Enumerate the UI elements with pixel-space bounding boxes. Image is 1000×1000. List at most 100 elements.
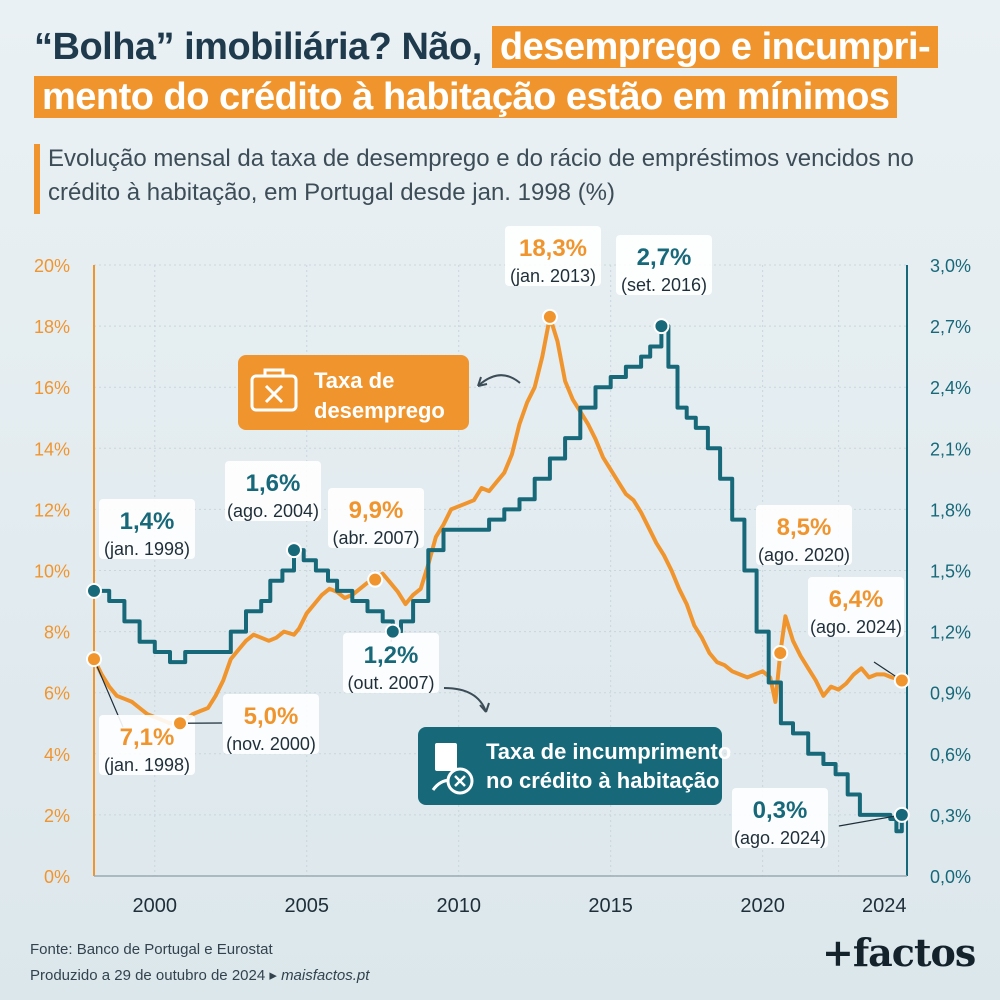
annotation-value: 9,9%: [349, 497, 404, 524]
x-axis-tick: 2005: [284, 895, 329, 917]
annotation-date: (ago. 2004): [227, 501, 319, 521]
footer-source: Fonte: Banco de Portugal e Eurostat Prod…: [30, 937, 369, 989]
right-axis-tick: 2,4%: [930, 378, 971, 398]
left-axis-tick: 14%: [34, 439, 70, 459]
annotation-bg: [505, 226, 601, 286]
briefcase-icon: [250, 368, 298, 412]
annotation-point: [172, 715, 189, 732]
title-highlight-2: mento do crédito à habitação estão em mí…: [34, 76, 898, 118]
house-default-icon: [431, 743, 474, 795]
annotation-point: [653, 318, 670, 335]
annotation-bg: [328, 488, 424, 548]
produced-line: Produzido a 29 de outubro de 2024 ▸ mais…: [30, 963, 369, 989]
right-axis-tick: 0,9%: [930, 684, 971, 704]
annotation-point: [86, 651, 102, 668]
annotation-date: (jan. 2013): [510, 266, 596, 286]
annotation-date: (abr. 2007): [332, 528, 419, 548]
left-axis-tick: 2%: [44, 806, 70, 826]
left-axis-tick: 0%: [44, 867, 70, 887]
left-axis-tick: 8%: [44, 623, 70, 643]
annotation-date: (jan. 1998): [104, 755, 190, 775]
title-highlight-1: desemprego e incumpri-: [491, 26, 939, 68]
right-axis-tick: 2,1%: [930, 439, 971, 459]
default-rate-line: [92, 324, 904, 834]
annotation-date: (ago. 2024): [734, 828, 826, 848]
briefcase-icon-body: [250, 374, 298, 412]
annotation-date: (set. 2016): [621, 275, 707, 295]
x-axis-tick: 2000: [133, 895, 178, 917]
annotation-value: 6,4%: [829, 586, 884, 613]
right-axis-tick: 2,7%: [930, 317, 971, 337]
document-icon: [435, 743, 457, 771]
legend-default-label: no crédito à habitação: [486, 768, 720, 793]
site-link[interactable]: maisfactos.pt: [281, 967, 370, 984]
annotation-point: [893, 672, 910, 689]
annotation-date: (ago. 2020): [758, 545, 850, 565]
right-axis-tick: 0,6%: [930, 745, 971, 765]
annotation-value: 0,3%: [753, 797, 808, 824]
annotation-leader: [838, 814, 902, 827]
annotation-point: [384, 623, 401, 640]
left-axis-tick: 16%: [34, 378, 70, 398]
right-axis-tick: 1,8%: [930, 500, 971, 520]
annotation-point: [893, 806, 910, 823]
annotation-date: (nov. 2000): [226, 734, 316, 754]
annotation-value: 5,0%: [244, 703, 299, 730]
annotation-value: 1,4%: [120, 508, 175, 535]
legend-default-box: [418, 727, 722, 805]
annotation-bg: [225, 461, 321, 521]
legend-arrow-head: [477, 376, 488, 387]
legend-arrow-head: [479, 702, 490, 713]
x-axis-tick: 2010: [436, 895, 481, 917]
annotation-value: 18,3%: [519, 235, 587, 262]
x-axis-tick: 2015: [588, 895, 633, 917]
left-axis-tick: 18%: [34, 317, 70, 337]
annotation-bg: [808, 577, 904, 637]
annotation-date: (out. 2007): [347, 673, 434, 693]
left-axis-tick: 6%: [44, 684, 70, 704]
title-plain: “Bolha” imobiliária? Não,: [34, 26, 482, 68]
annotation-point: [772, 644, 789, 661]
x-axis-tick: 2024: [862, 895, 907, 917]
annotation-bg: [732, 788, 828, 848]
annotation-bg: [756, 505, 852, 565]
left-axis-tick: 4%: [44, 745, 70, 765]
legend-unemployment-label: desemprego: [314, 398, 445, 423]
x-axis-tick: 2020: [740, 895, 785, 917]
legend-default-label: Taxa de incumprimento: [486, 739, 731, 764]
left-axis-tick: 12%: [34, 500, 70, 520]
legend-unemployment-label: Taxa de: [314, 368, 394, 393]
annotation-bg: [223, 694, 319, 754]
annotation-value: 7,1%: [120, 724, 175, 751]
annotation-bg: [343, 633, 439, 693]
source-text: Fonte: Banco de Portugal e Eurostat: [30, 941, 273, 958]
right-axis-tick: 3,0%: [930, 256, 971, 276]
right-axis-tick: 1,5%: [930, 562, 971, 582]
brand-logo: +factos: [822, 930, 976, 975]
legend-arrow: [477, 374, 521, 387]
produced-text: Produzido a 29 de outubro de 2024 ▸: [30, 967, 277, 984]
right-axis-tick: 0,3%: [930, 806, 971, 826]
subtitle-accent-bar: [34, 144, 40, 214]
annotation-bg: [99, 715, 195, 775]
annotation-point: [367, 571, 384, 588]
subtitle: Evolução mensal da taxa de desemprego e …: [48, 145, 914, 206]
briefcase-icon-x: [264, 384, 284, 404]
right-axis-tick: 1,2%: [930, 623, 971, 643]
annotation-value: 1,6%: [246, 470, 301, 497]
legend-arrow: [443, 687, 487, 713]
cancel-icon-x: [454, 775, 466, 787]
right-axis-tick: 0,0%: [930, 867, 971, 887]
left-axis-tick: 10%: [34, 562, 70, 582]
annotation-bg: [616, 235, 712, 295]
briefcase-icon-handle: [263, 368, 285, 376]
annotation-point: [541, 308, 558, 325]
annotation-point: [86, 582, 102, 599]
annotation-value: 1,2%: [364, 642, 419, 669]
left-axis-tick: 20%: [34, 256, 70, 276]
annotation-date: (jan. 1998): [104, 539, 190, 559]
annotation-date: (ago. 2024): [810, 617, 902, 637]
legend-unemployment-box: [238, 355, 469, 430]
